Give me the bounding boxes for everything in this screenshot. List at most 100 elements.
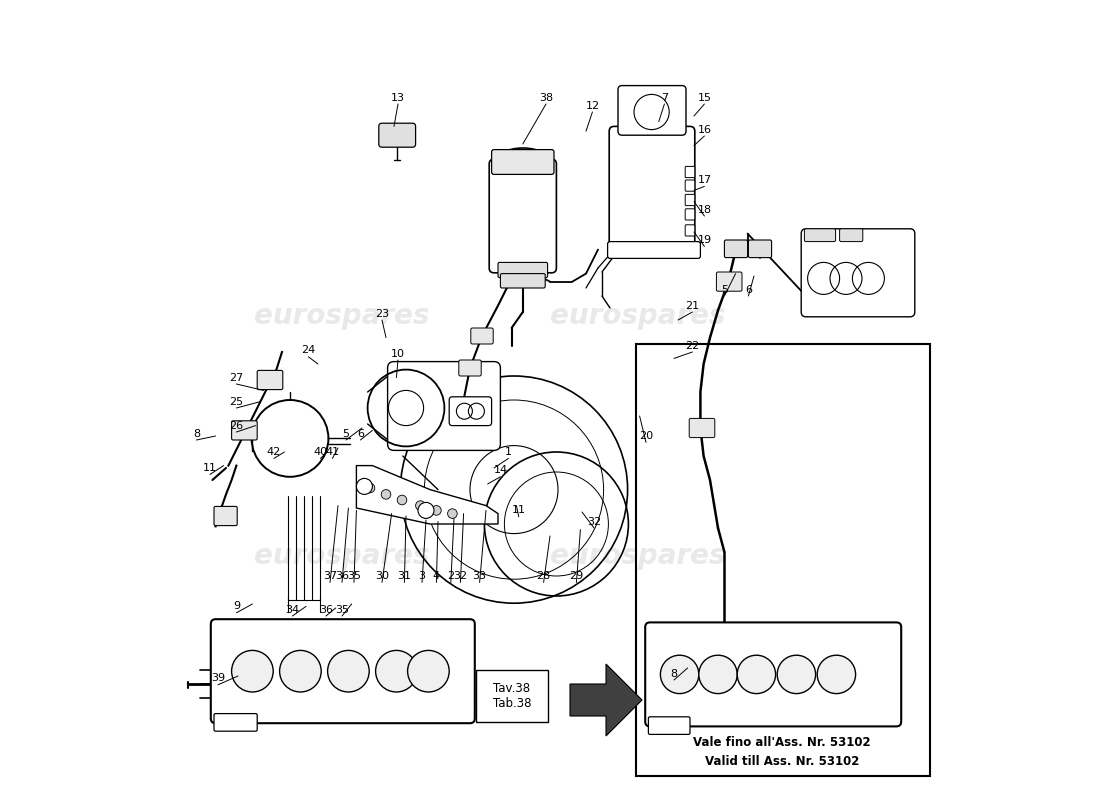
Text: 29: 29 xyxy=(570,571,583,581)
Text: 24: 24 xyxy=(301,346,316,355)
FancyBboxPatch shape xyxy=(214,714,257,731)
FancyBboxPatch shape xyxy=(685,166,695,178)
FancyBboxPatch shape xyxy=(607,242,701,258)
FancyBboxPatch shape xyxy=(685,209,695,220)
FancyBboxPatch shape xyxy=(748,240,771,258)
Text: 3: 3 xyxy=(418,571,426,581)
FancyBboxPatch shape xyxy=(492,150,554,174)
FancyBboxPatch shape xyxy=(471,328,493,344)
Text: 32: 32 xyxy=(587,517,601,526)
FancyBboxPatch shape xyxy=(716,272,742,291)
Text: 8: 8 xyxy=(192,429,200,438)
Text: 11: 11 xyxy=(512,506,526,515)
Text: eurospares: eurospares xyxy=(254,302,429,330)
Text: 39: 39 xyxy=(211,674,226,683)
Text: 30: 30 xyxy=(375,571,389,581)
Text: 20: 20 xyxy=(639,431,653,441)
Circle shape xyxy=(328,650,370,692)
Text: 41: 41 xyxy=(326,447,340,457)
Text: 36: 36 xyxy=(319,605,333,614)
Text: 27: 27 xyxy=(229,373,243,382)
Text: 5: 5 xyxy=(720,285,728,294)
FancyBboxPatch shape xyxy=(646,622,901,726)
FancyBboxPatch shape xyxy=(801,229,915,317)
Text: 33: 33 xyxy=(473,571,486,581)
Circle shape xyxy=(397,495,407,505)
FancyBboxPatch shape xyxy=(725,240,748,258)
FancyBboxPatch shape xyxy=(648,717,690,734)
Text: 35: 35 xyxy=(346,571,361,581)
FancyBboxPatch shape xyxy=(685,194,695,206)
Text: 19: 19 xyxy=(697,235,712,245)
Text: 42: 42 xyxy=(267,447,282,457)
Text: 14: 14 xyxy=(493,466,507,475)
Text: 11: 11 xyxy=(204,463,217,473)
Text: 15: 15 xyxy=(697,93,712,102)
FancyBboxPatch shape xyxy=(490,159,557,273)
Circle shape xyxy=(448,509,458,518)
Text: 1: 1 xyxy=(505,447,512,457)
Circle shape xyxy=(382,490,390,499)
Text: 40: 40 xyxy=(314,447,328,457)
Circle shape xyxy=(737,655,775,694)
Circle shape xyxy=(418,502,434,518)
FancyBboxPatch shape xyxy=(498,262,548,278)
Text: 17: 17 xyxy=(697,175,712,185)
Text: 37: 37 xyxy=(323,571,337,581)
Text: 12: 12 xyxy=(585,101,600,110)
Text: 2: 2 xyxy=(448,571,454,581)
Polygon shape xyxy=(570,664,642,736)
Text: 31: 31 xyxy=(397,571,411,581)
FancyBboxPatch shape xyxy=(232,421,257,440)
Text: 23: 23 xyxy=(375,309,389,318)
Text: 21: 21 xyxy=(685,301,700,310)
FancyBboxPatch shape xyxy=(690,418,715,438)
Text: 9: 9 xyxy=(233,602,240,611)
Text: 7: 7 xyxy=(661,93,668,102)
Circle shape xyxy=(698,655,737,694)
Text: 38: 38 xyxy=(539,93,553,102)
Circle shape xyxy=(232,650,273,692)
Text: 28: 28 xyxy=(537,571,551,581)
Text: 16: 16 xyxy=(697,125,712,134)
Text: 34: 34 xyxy=(285,605,299,614)
Text: eurospares: eurospares xyxy=(550,302,726,330)
FancyBboxPatch shape xyxy=(476,670,548,722)
Text: 10: 10 xyxy=(390,349,405,358)
Text: Valid till Ass. Nr. 53102: Valid till Ass. Nr. 53102 xyxy=(705,755,859,768)
FancyBboxPatch shape xyxy=(685,180,695,191)
FancyBboxPatch shape xyxy=(387,362,500,450)
Circle shape xyxy=(365,483,375,493)
Polygon shape xyxy=(356,466,498,524)
FancyBboxPatch shape xyxy=(378,123,416,147)
Circle shape xyxy=(778,655,815,694)
Text: 18: 18 xyxy=(697,205,712,214)
Text: 36: 36 xyxy=(336,571,349,581)
Circle shape xyxy=(431,506,441,515)
Circle shape xyxy=(375,650,417,692)
Text: eurospares: eurospares xyxy=(254,542,429,570)
FancyBboxPatch shape xyxy=(839,229,862,242)
FancyBboxPatch shape xyxy=(214,506,238,526)
FancyBboxPatch shape xyxy=(618,86,686,135)
Text: 22: 22 xyxy=(685,341,700,350)
Text: 6: 6 xyxy=(745,285,752,294)
FancyBboxPatch shape xyxy=(449,397,492,426)
Circle shape xyxy=(408,650,449,692)
FancyBboxPatch shape xyxy=(685,225,695,236)
Circle shape xyxy=(660,655,698,694)
FancyBboxPatch shape xyxy=(804,229,836,242)
Text: 35: 35 xyxy=(336,605,349,614)
Text: 32: 32 xyxy=(453,571,468,581)
FancyBboxPatch shape xyxy=(257,370,283,390)
Text: 26: 26 xyxy=(229,421,243,430)
FancyBboxPatch shape xyxy=(459,360,481,376)
Circle shape xyxy=(416,501,426,510)
Text: 8: 8 xyxy=(670,669,678,678)
Text: 4: 4 xyxy=(432,571,440,581)
FancyBboxPatch shape xyxy=(211,619,475,723)
Text: Vale fino all'Ass. Nr. 53102: Vale fino all'Ass. Nr. 53102 xyxy=(693,736,871,749)
Text: eurospares: eurospares xyxy=(550,542,726,570)
Text: 25: 25 xyxy=(229,397,243,406)
Text: 13: 13 xyxy=(390,93,405,102)
